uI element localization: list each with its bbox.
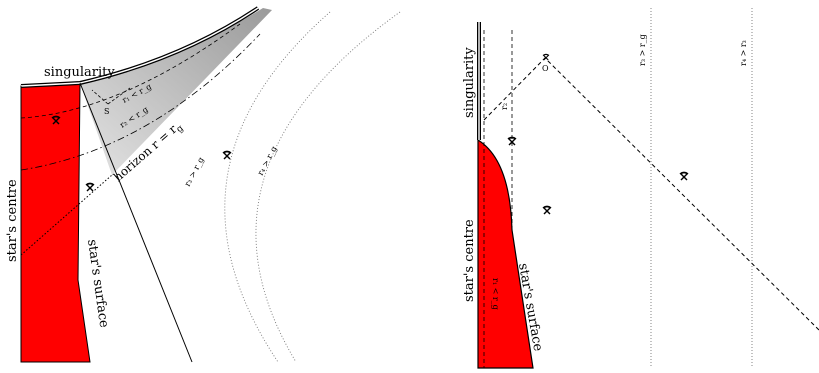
event-s-label: S <box>104 107 109 116</box>
pickaxe-icon <box>542 53 550 61</box>
trapped-region <box>80 8 272 175</box>
singularity-label: singularity <box>462 47 477 118</box>
horizon-line <box>79 82 193 363</box>
light-ray-path <box>483 57 819 331</box>
shell-r3-label: r₃ > r_g <box>638 34 647 66</box>
star-region <box>477 138 534 369</box>
shell-r4-curve <box>255 11 401 363</box>
singularity-label: singularity <box>44 65 115 80</box>
star-surface-label: star's surface <box>84 238 111 329</box>
pickaxe-icon <box>85 182 95 192</box>
pickaxe-icon <box>222 150 232 160</box>
star-centre-label: star's centre <box>5 179 20 262</box>
event-o-label: O <box>542 64 549 73</box>
left-diagram: singularity star's centre star's surface… <box>5 6 401 363</box>
shell-r1-label: r₁ < r_g <box>491 278 500 310</box>
pickaxe-icon <box>542 205 552 215</box>
star-centre-label: star's centre <box>462 219 477 302</box>
shell-r2-label: r₂ <box>500 103 509 110</box>
shell-r2-curve <box>20 33 261 171</box>
right-diagram: singularity star's centre star's surface… <box>462 8 819 369</box>
light-ray <box>20 174 113 256</box>
shell-r4-label: r₄ > r₃ <box>739 40 748 66</box>
pickaxe-icon <box>679 171 689 181</box>
star-region <box>20 82 91 363</box>
shell-r3-curve <box>224 11 331 363</box>
shell-r4-label: r₄ > r_g <box>256 145 279 177</box>
shell-r3-label: r₃ > r_g <box>183 156 206 188</box>
